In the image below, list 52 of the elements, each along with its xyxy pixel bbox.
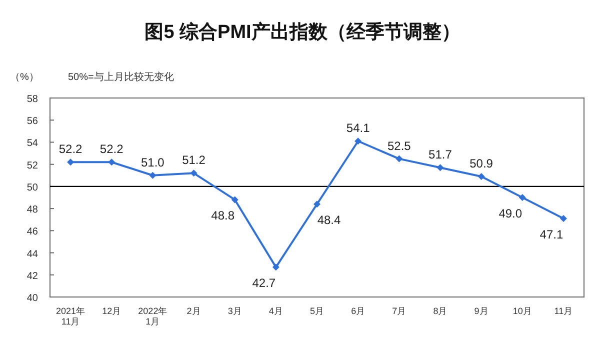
point [190, 170, 198, 177]
point [108, 158, 116, 166]
text: 52.5 [387, 138, 411, 153]
x-tick-label: 8月 [433, 306, 448, 316]
y-tick-label: 54 [26, 138, 38, 150]
y-tick-label: 56 [26, 116, 38, 128]
x-tick-label: 6月 [351, 306, 366, 316]
text: 50%=与上月比较无变化 [68, 71, 174, 83]
text: 52.2 [100, 142, 124, 156]
text: 42.7 [252, 276, 276, 290]
point [314, 200, 320, 208]
x-tick-label: 12月 [102, 306, 122, 316]
point [354, 138, 362, 145]
text: 51.7 [428, 148, 452, 162]
text: 49.0 [498, 206, 522, 220]
point [436, 164, 444, 172]
text: 54.1 [346, 121, 370, 136]
x-tick-label: 7月 [392, 306, 406, 316]
y-tick-label: 42 [26, 270, 38, 282]
chart-title: 图5 综合PMI产出指数（经季节调整） [144, 21, 460, 43]
y-tick-label: 40 [26, 293, 38, 304]
text: 48.4 [317, 213, 341, 228]
x-tick-label: 2022年 1月 [138, 306, 168, 326]
text: 52.2 [58, 142, 82, 156]
x-tick-label: 4月 [268, 306, 283, 316]
y-tick-label: 52 [26, 160, 38, 172]
x-tick-label: 2月 [186, 306, 201, 316]
text: 51.2 [182, 153, 206, 168]
x-tick-label: 11月 [554, 306, 573, 316]
x-tick-label: 2021年 11月 [56, 306, 86, 326]
x-tick-label: 5月 [310, 306, 324, 316]
y-tick-label: 50 [26, 182, 38, 194]
point [518, 194, 526, 201]
text: 50.9 [470, 156, 493, 170]
y-tick-label: 48 [26, 204, 38, 216]
text: 47.1 [540, 228, 564, 242]
point [149, 172, 156, 179]
y-tick-label: 58 [26, 94, 38, 105]
point [560, 215, 567, 222]
x-tick-label: 9月 [474, 306, 488, 316]
text: 51.0 [141, 155, 164, 170]
y-tick-label: 44 [26, 248, 38, 260]
x-tick-label: 10月 [512, 306, 532, 316]
point [67, 158, 74, 166]
text: 48.8 [211, 208, 235, 223]
point [396, 155, 403, 162]
point [231, 196, 238, 204]
x-tick-label: 3月 [228, 306, 242, 316]
y-tick-label: 46 [26, 226, 38, 238]
y-axis-title: （%） [10, 72, 39, 83]
point [272, 264, 280, 271]
point [478, 172, 485, 180]
